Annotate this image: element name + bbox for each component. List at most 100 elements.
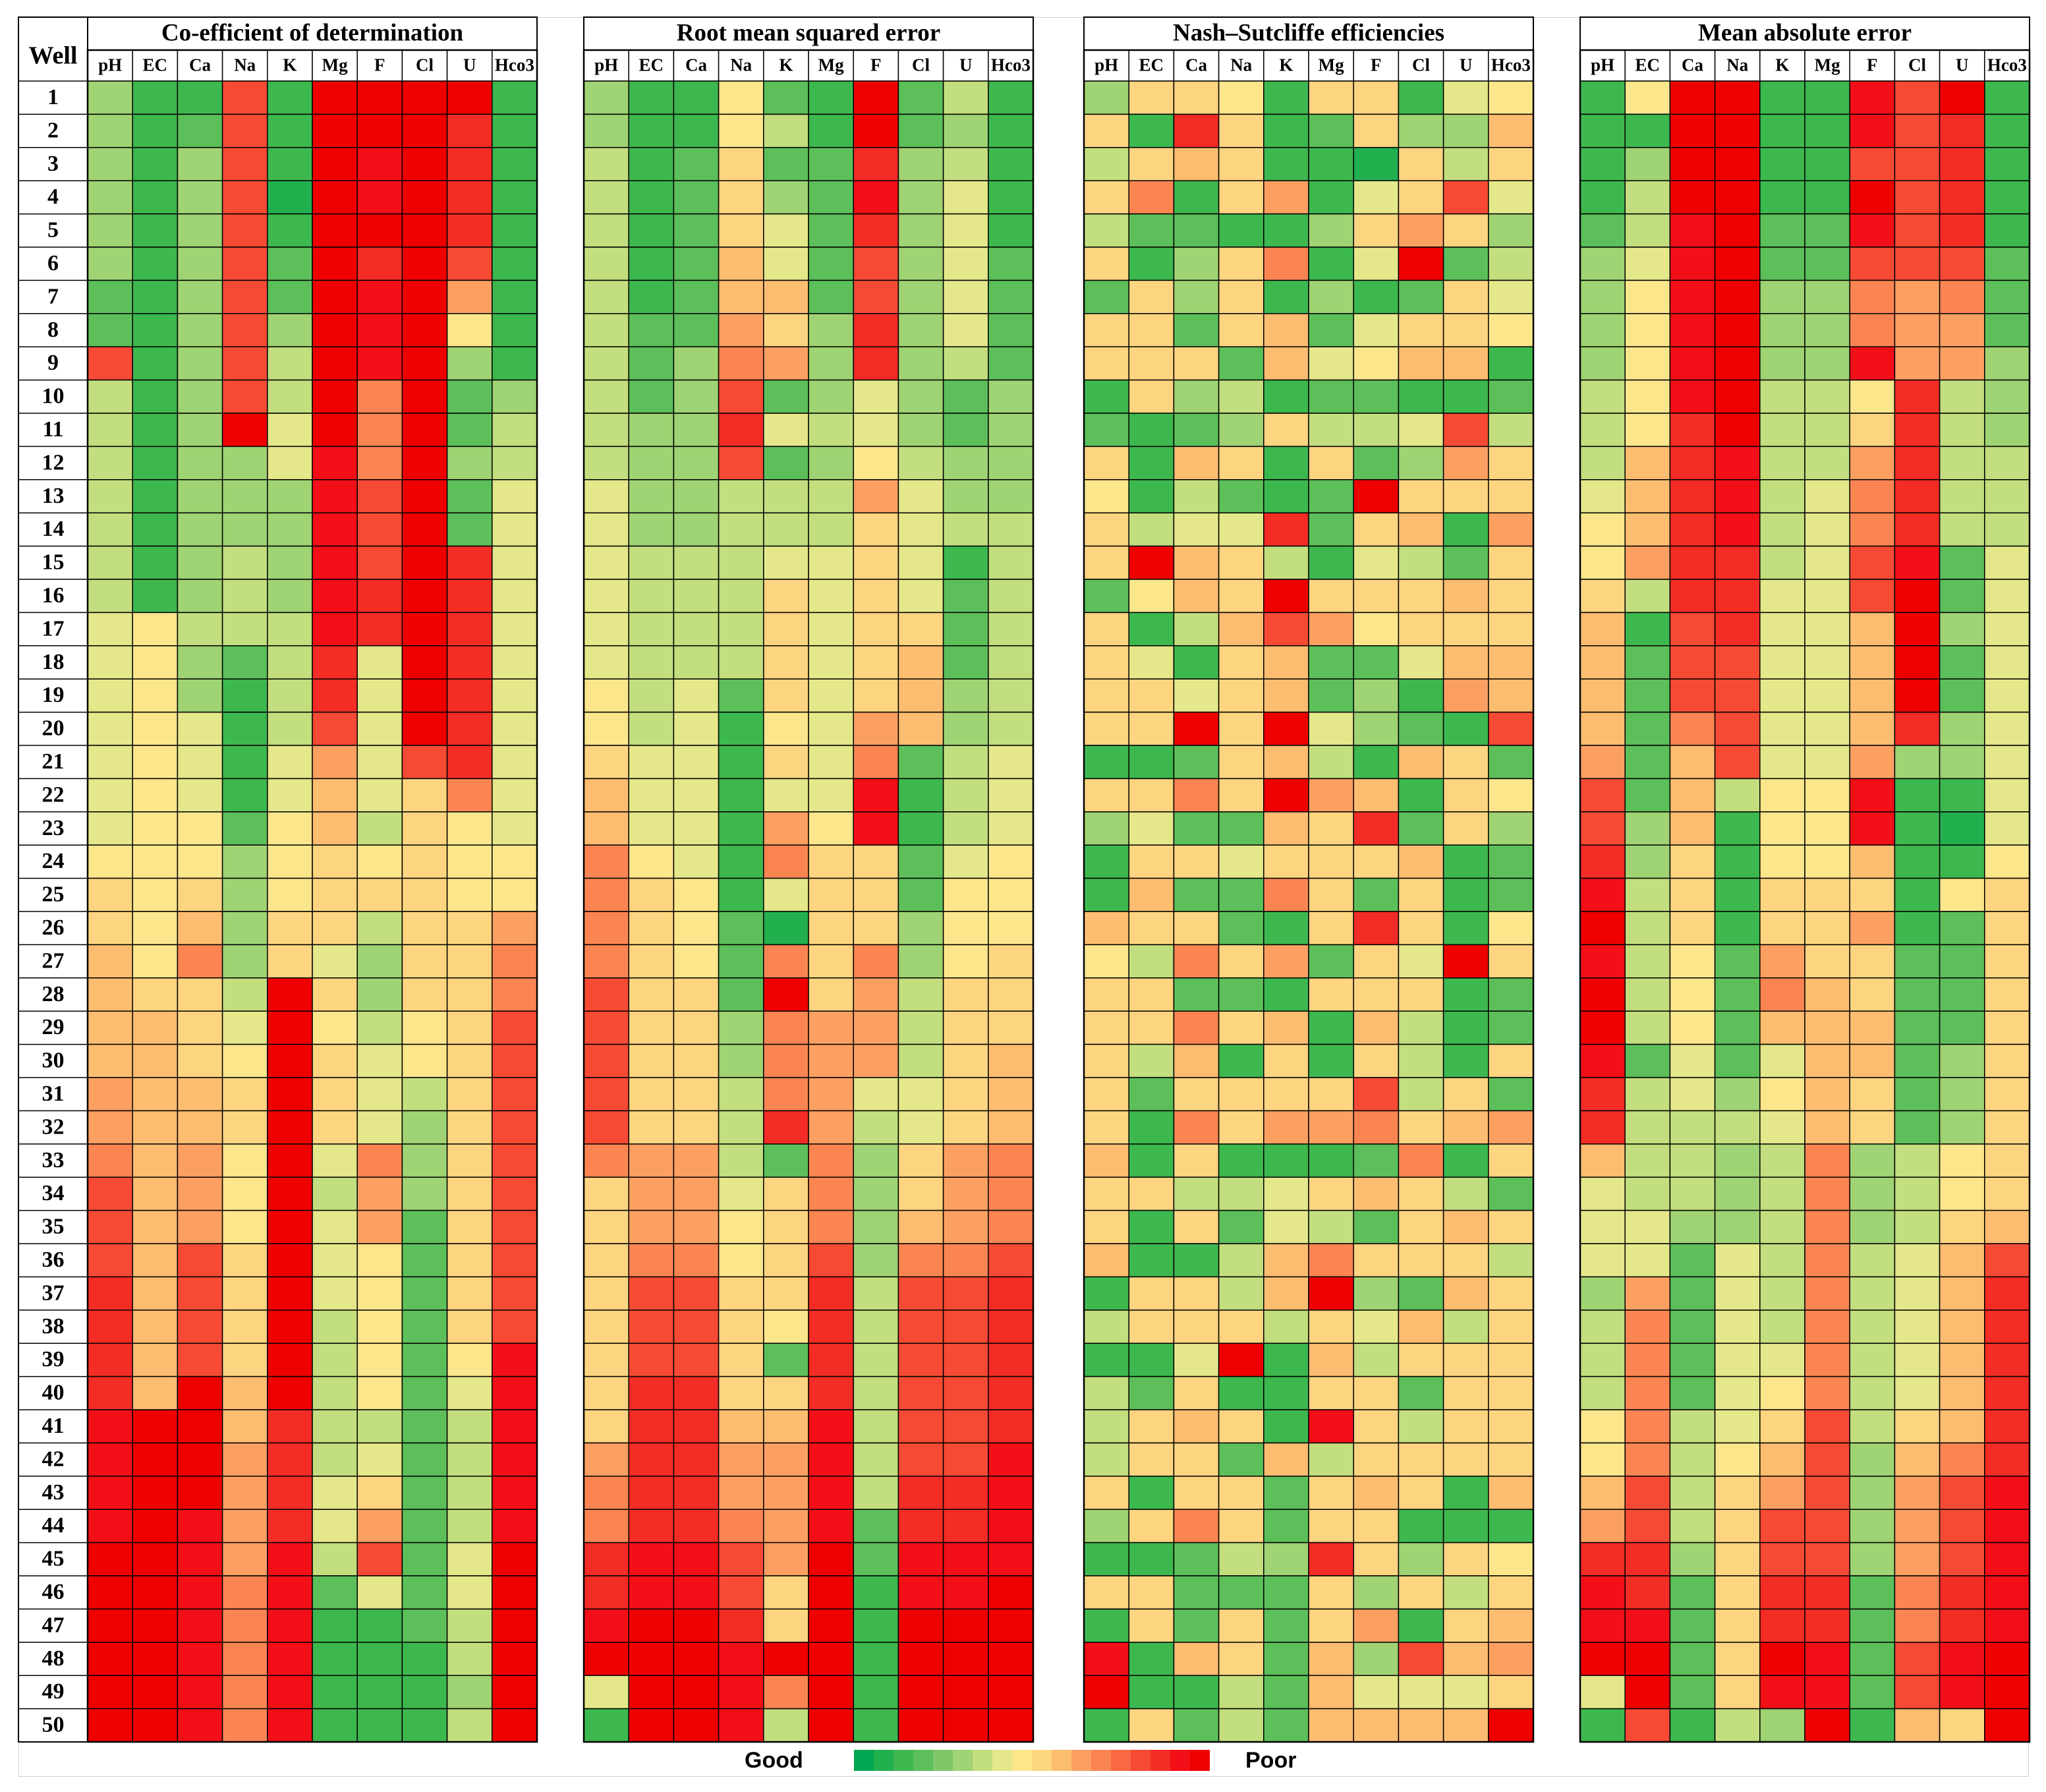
- heatmap-cell: [446, 1343, 493, 1377]
- panel-border: [1083, 49, 1535, 1743]
- heatmap-cell: [1714, 413, 1761, 448]
- heatmap-cell: [897, 678, 944, 713]
- heatmap-cell: [401, 147, 448, 181]
- heatmap-cell: [808, 279, 854, 314]
- heatmap-cell: [1849, 778, 1896, 813]
- heatmap-cell: [1308, 1077, 1354, 1112]
- heatmap-cell: [1804, 1343, 1850, 1377]
- heatmap-cell: [446, 113, 493, 148]
- heatmap-cell: [1984, 1209, 2030, 1244]
- heatmap-cell: [1624, 80, 1671, 115]
- heatmap-cell: [87, 711, 133, 746]
- heatmap-cell: [1128, 1409, 1175, 1444]
- heatmap-cell: [1759, 479, 1805, 513]
- heatmap-cell: [221, 711, 268, 746]
- heatmap-cell: [401, 1343, 448, 1377]
- heatmap-cell: [1083, 1043, 1129, 1078]
- heatmap-cell: [988, 1476, 1034, 1510]
- heatmap-cell: [897, 1675, 944, 1710]
- heatmap-cell: [1939, 1375, 1985, 1410]
- heatmap-cell: [853, 1675, 899, 1710]
- panel-border: [86, 49, 538, 1743]
- column-header: pH: [98, 55, 122, 75]
- heatmap-cell: [1308, 1176, 1354, 1211]
- heatmap-cell: [1894, 113, 1941, 148]
- heatmap-cell: [177, 479, 223, 513]
- heatmap-cell: [1714, 246, 1761, 281]
- well-label: 36: [42, 1248, 65, 1272]
- heatmap-cell: [808, 1375, 854, 1410]
- heatmap-cell: [1218, 1176, 1265, 1211]
- heatmap-cell: [401, 413, 448, 448]
- heatmap-cell: [1218, 346, 1265, 381]
- heatmap-cell: [1939, 147, 1985, 181]
- heatmap-cell: [1624, 1575, 1671, 1610]
- heatmap-cell: [1218, 778, 1265, 813]
- heatmap-cell: [718, 1509, 764, 1544]
- heatmap-cell: [1759, 1409, 1805, 1444]
- heatmap-cell: [897, 1243, 944, 1278]
- heatmap-cell: [718, 745, 764, 780]
- heatmap-cell: [1083, 1209, 1129, 1244]
- heatmap-cell: [446, 1310, 493, 1344]
- heatmap-cell: [1398, 379, 1444, 414]
- heatmap-cell: [1488, 1476, 1534, 1510]
- heatmap-cell: [763, 446, 809, 480]
- heatmap-cell: [221, 612, 268, 647]
- heatmap-cell: [1398, 213, 1444, 248]
- heatmap-cell: [583, 379, 629, 414]
- heatmap-cell: [1624, 147, 1671, 181]
- heatmap-cell: [1939, 1575, 1985, 1610]
- heatmap-cell: [177, 811, 223, 846]
- heatmap-cell: [312, 977, 358, 1012]
- heatmap-cell: [988, 612, 1034, 647]
- heatmap-cell: [87, 844, 133, 879]
- heatmap-cell: [87, 1209, 133, 1244]
- heatmap-cell: [267, 911, 313, 946]
- heatmap-cell: [628, 446, 675, 480]
- heatmap-cell: [1128, 911, 1175, 946]
- heatmap-cell: [1894, 1209, 1941, 1244]
- heatmap-cell: [583, 1542, 629, 1576]
- heatmap-cell: [401, 1642, 448, 1676]
- heatmap-cell: [1624, 313, 1671, 347]
- heatmap-cell: [132, 213, 179, 248]
- heatmap-cell: [763, 1575, 809, 1610]
- heatmap-cell: [1442, 1010, 1489, 1045]
- heatmap-cell: [1804, 1409, 1850, 1444]
- heatmap-cell: [897, 1143, 944, 1178]
- heatmap-cell: [401, 1575, 448, 1610]
- heatmap-cell: [492, 147, 538, 181]
- well-label: 19: [42, 683, 65, 707]
- heatmap-cell: [132, 313, 179, 347]
- heatmap-cell: [583, 1276, 629, 1311]
- heatmap-cell: [87, 213, 133, 248]
- heatmap-cell: [1218, 612, 1265, 647]
- heatmap-cell: [132, 844, 179, 879]
- heatmap-cell: [1939, 1243, 1985, 1278]
- heatmap-cell: [942, 1110, 989, 1145]
- heatmap-cell: [897, 877, 944, 912]
- heatmap-cell: [87, 113, 133, 148]
- heatmap-cell: [1759, 678, 1805, 713]
- heatmap-cell: [1624, 246, 1671, 281]
- heatmap-cell: [673, 246, 720, 281]
- heatmap-cell: [1353, 1509, 1400, 1544]
- heatmap-cell: [1579, 313, 1626, 347]
- heatmap-cell: [1759, 113, 1805, 148]
- heatmap-cell: [897, 711, 944, 746]
- heatmap-cell: [1624, 1276, 1671, 1311]
- heatmap-cell: [1939, 877, 1985, 912]
- heatmap-cell: [312, 811, 358, 846]
- heatmap-cell: [1218, 279, 1265, 314]
- heatmap-cell: [356, 1708, 403, 1743]
- heatmap-cell: [401, 180, 448, 215]
- heatmap-cell: [1173, 213, 1220, 248]
- heatmap-cell: [763, 678, 809, 713]
- heatmap-cell: [1398, 1276, 1444, 1311]
- heatmap-cell: [1442, 911, 1489, 946]
- heatmap-cell: [221, 911, 268, 946]
- heatmap-cell: [1804, 1642, 1850, 1676]
- heatmap-cell: [897, 1176, 944, 1211]
- heatmap-cell: [808, 1642, 854, 1676]
